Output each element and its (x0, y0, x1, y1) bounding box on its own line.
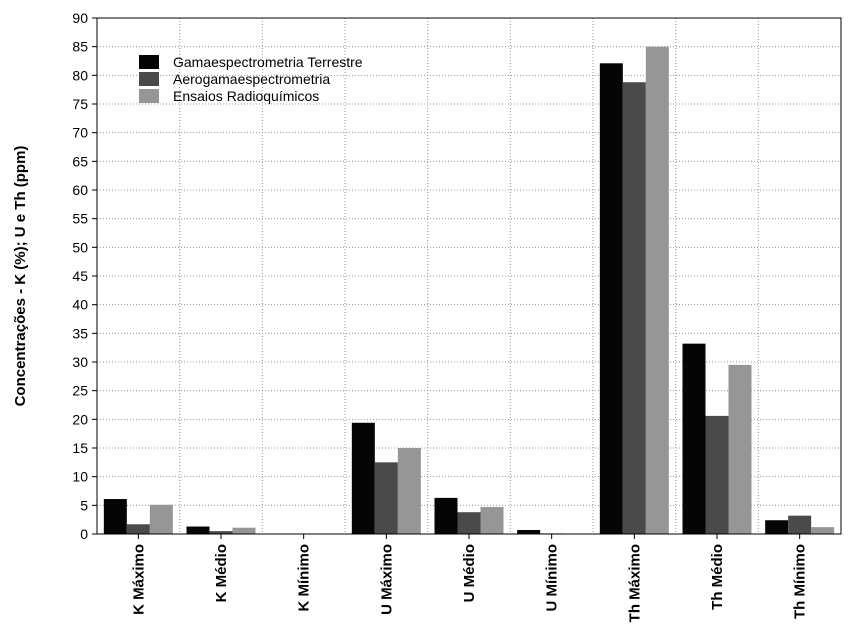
bar (351, 422, 375, 534)
x-category-label: K Máximo (130, 544, 147, 615)
x-category-label: U Mínimo (544, 544, 561, 612)
bar (480, 507, 504, 534)
legend-swatch (139, 55, 159, 69)
bar (209, 531, 233, 534)
bar (397, 448, 421, 534)
y-tick-label: 50 (72, 239, 88, 255)
x-category-label: Th Máximo (626, 544, 643, 622)
x-category-label: K Mínimo (296, 544, 313, 612)
bar (599, 63, 623, 534)
y-tick-label: 85 (72, 39, 88, 55)
legend-label: Gamaespectrometria Terrestre (173, 54, 363, 70)
y-tick-label: 10 (72, 469, 88, 485)
y-tick-label: 55 (72, 211, 88, 227)
legend-label: Aerogamaespectrometria (173, 71, 330, 87)
bar (103, 499, 127, 534)
x-category-label: Th Mínimo (792, 544, 809, 619)
x-category-label: U Máximo (378, 544, 395, 615)
bar (682, 343, 706, 534)
bar (457, 512, 481, 534)
y-tick-label: 30 (72, 354, 88, 370)
bar (517, 529, 541, 534)
x-category-label: Th Médio (709, 544, 726, 610)
y-axis-ticks: 0 5 10 15 20 25 30 35 40 45 50 55 60 65 70 75 80 85 90 (72, 10, 97, 542)
bar (705, 415, 729, 534)
legend-swatch (139, 72, 159, 86)
y-tick-label: 5 (80, 497, 88, 513)
y-tick-label: 35 (72, 325, 88, 341)
bar (186, 526, 210, 534)
bar (149, 504, 173, 534)
y-tick-label: 45 (72, 268, 88, 284)
y-tick-label: 80 (72, 67, 88, 83)
legend-label: Ensaios Radioquímicos (173, 88, 319, 104)
bar (765, 520, 789, 534)
bar (374, 462, 398, 534)
y-tick-label: 70 (72, 125, 88, 141)
y-tick-label: 0 (80, 526, 88, 542)
y-tick-label: 25 (72, 383, 88, 399)
grid-lines (97, 18, 841, 534)
bar (232, 527, 256, 534)
bar (645, 46, 669, 535)
bar (622, 82, 646, 535)
y-tick-label: 60 (72, 182, 88, 198)
y-tick-label: 75 (72, 96, 88, 112)
y-tick-label: 65 (72, 153, 88, 169)
y-tick-label: 20 (72, 411, 88, 427)
bars (103, 46, 835, 535)
y-tick-label: 15 (72, 440, 88, 456)
y-tick-label: 90 (72, 10, 88, 26)
x-axis-category-labels: K Máximo K Médio K Mínimo U Máximo U Médio U … (130, 534, 809, 622)
y-tick-label: 40 (72, 297, 88, 313)
legend: Gamaespectrometria TerrestreAerogamaespe… (139, 54, 363, 104)
bar (434, 497, 458, 534)
legend-swatch (139, 89, 159, 103)
x-category-label: K Médio (213, 544, 230, 602)
x-category-label: U Médio (461, 544, 478, 602)
bar (728, 364, 752, 534)
y-axis-title: Concentrações - K (%); U e Th (ppm) (12, 146, 29, 407)
bar (811, 527, 835, 534)
bar (788, 515, 812, 534)
bar (126, 524, 150, 534)
